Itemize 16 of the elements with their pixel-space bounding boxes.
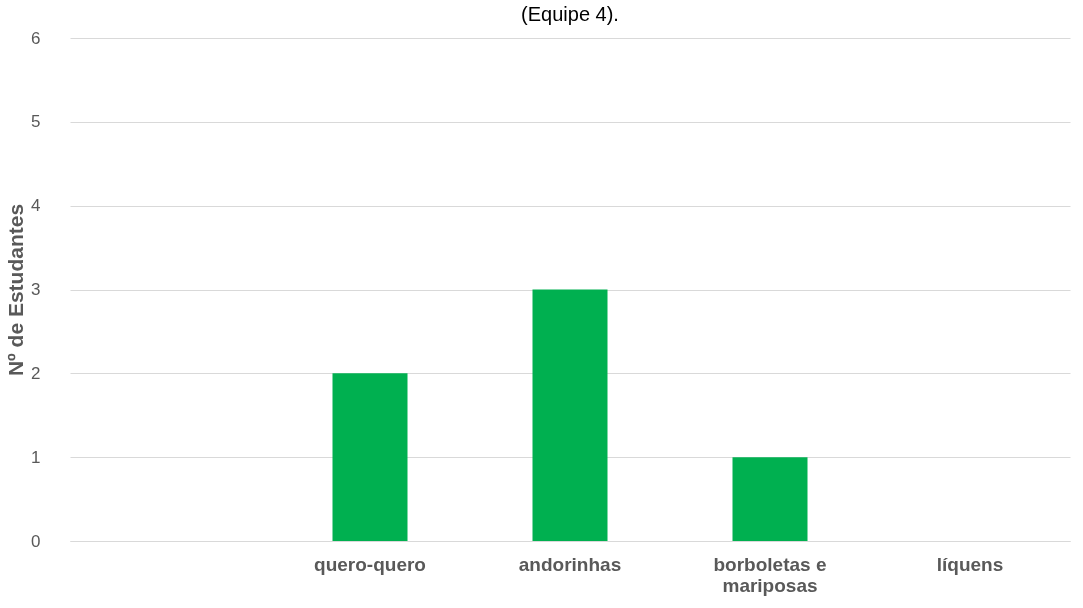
bar bbox=[332, 373, 408, 541]
x-tick-label: líquens bbox=[936, 553, 1004, 575]
y-tick-label: 3 bbox=[31, 280, 41, 299]
y-tick-label: 5 bbox=[31, 112, 41, 132]
y-tick-label: 1 bbox=[31, 447, 41, 467]
y-axis-title: Nº de Estudantes bbox=[4, 203, 28, 377]
x-tick-label: quero-quero bbox=[314, 553, 426, 575]
y-tick-label: 6 bbox=[31, 28, 41, 48]
bar bbox=[532, 289, 608, 541]
bar bbox=[732, 457, 808, 541]
y-tick-label: 2 bbox=[31, 363, 41, 383]
x-tick-label: borboletas e mariposas bbox=[713, 553, 827, 596]
y-tick-label: 0 bbox=[31, 531, 41, 551]
x-tick-label: andorinhas bbox=[518, 553, 622, 575]
y-tick-label: 4 bbox=[31, 196, 41, 216]
chart-title: (Equipe 4). bbox=[521, 3, 619, 25]
